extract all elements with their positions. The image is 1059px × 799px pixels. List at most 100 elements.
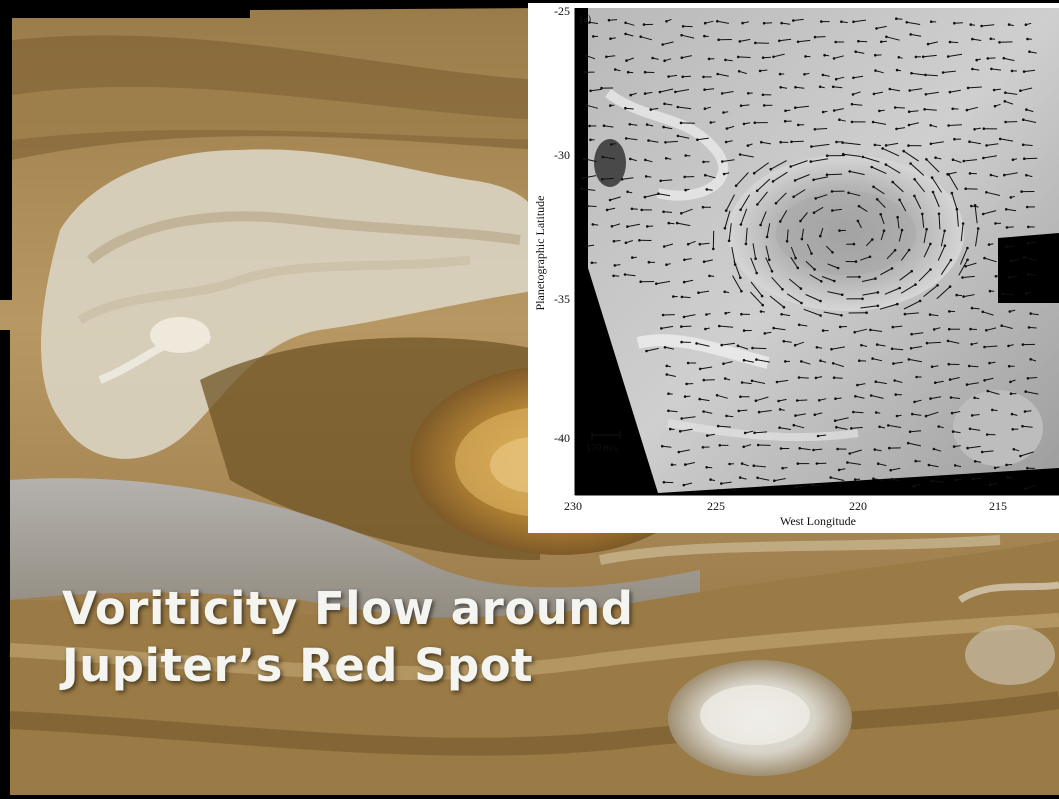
velocity-arrow xyxy=(880,230,885,241)
velocity-arrow xyxy=(771,276,783,290)
velocity-arrow xyxy=(752,347,767,350)
velocity-arrowhead xyxy=(625,59,628,62)
velocity-arrowhead xyxy=(794,414,797,417)
velocity-arrow xyxy=(742,382,752,385)
velocity-arrow xyxy=(589,21,598,24)
velocity-arrowhead xyxy=(588,21,591,24)
velocity-arrow xyxy=(1020,87,1033,92)
velocity-arrowhead xyxy=(966,246,969,250)
velocity-arrow xyxy=(646,347,659,352)
velocity-arrow xyxy=(606,207,616,211)
velocity-arrow xyxy=(848,192,861,197)
velocity-arrowhead xyxy=(909,162,912,165)
velocity-arrowhead xyxy=(1021,343,1025,346)
velocity-arrowhead xyxy=(856,383,859,387)
velocity-arrowhead xyxy=(835,425,838,429)
velocity-arrowhead xyxy=(740,462,744,465)
velocity-arrowhead xyxy=(771,180,775,183)
velocity-arrow xyxy=(602,177,614,180)
velocity-arrow xyxy=(940,259,952,275)
velocity-arrow xyxy=(925,411,939,417)
velocity-arrowhead xyxy=(890,477,894,481)
velocity-arrowhead xyxy=(651,56,654,60)
velocity-arrowhead xyxy=(811,483,814,487)
velocity-arrowhead xyxy=(1008,310,1012,313)
velocity-arrow xyxy=(904,312,919,315)
velocity-arrowhead xyxy=(630,207,634,211)
velocity-arrow xyxy=(779,38,792,42)
velocity-arrowhead xyxy=(924,93,928,96)
velocity-arrowhead xyxy=(834,40,837,44)
velocity-arrowhead xyxy=(894,393,897,396)
velocity-arrowhead xyxy=(747,92,750,95)
velocity-arrowhead xyxy=(667,409,670,413)
velocity-arrow xyxy=(810,158,829,163)
velocity-arrowhead xyxy=(723,377,727,380)
velocity-arrowhead xyxy=(962,295,965,298)
velocity-arrowhead xyxy=(728,462,731,466)
velocity-arrowhead xyxy=(644,175,648,178)
velocity-arrow xyxy=(680,428,693,432)
velocity-arrowhead xyxy=(1009,196,1013,199)
velocity-arrow xyxy=(681,325,692,328)
x-tick-label: 230 xyxy=(564,499,582,513)
velocity-arrowhead xyxy=(1029,312,1032,315)
velocity-arrow xyxy=(872,358,883,362)
velocity-arrowhead xyxy=(789,165,792,168)
velocity-arrowhead xyxy=(655,282,658,286)
velocity-arrowhead xyxy=(893,106,897,109)
velocity-arrow xyxy=(910,163,925,176)
velocity-arrowhead xyxy=(1004,91,1007,94)
velocity-arrowhead xyxy=(704,327,707,331)
velocity-arrowhead xyxy=(588,124,591,128)
velocity-arrowhead xyxy=(754,399,758,403)
velocity-arrow xyxy=(803,308,821,316)
velocity-arrowhead xyxy=(891,180,894,184)
velocity-arrow xyxy=(724,210,731,229)
velocity-arrowhead xyxy=(918,299,922,303)
velocity-arrow xyxy=(836,426,848,430)
velocity-arrowhead xyxy=(953,464,957,467)
velocity-arrow xyxy=(813,206,824,214)
velocity-arrow xyxy=(861,278,876,282)
velocity-arrow xyxy=(855,51,865,54)
velocity-arrow xyxy=(795,341,805,346)
velocity-arrowhead xyxy=(966,86,970,90)
velocity-arrowhead xyxy=(925,341,929,345)
velocity-arrowhead xyxy=(680,325,683,328)
velocity-arrow xyxy=(783,340,792,343)
velocity-arrow xyxy=(831,346,845,350)
velocity-arrowhead xyxy=(741,21,744,25)
velocity-arrowhead xyxy=(780,313,783,316)
velocity-arrowhead xyxy=(819,299,822,303)
velocity-arrow xyxy=(799,447,811,451)
velocity-arrowhead xyxy=(830,347,833,351)
velocity-arrowhead xyxy=(702,75,705,79)
slide-title: Voriticity Flow around Jupiter’s Red Spo… xyxy=(62,580,762,694)
velocity-arrowhead xyxy=(910,269,913,273)
velocity-arrow xyxy=(983,155,997,159)
velocity-arrow xyxy=(950,397,961,399)
velocity-arrow xyxy=(927,41,939,45)
velocity-arrow xyxy=(740,208,748,225)
velocity-arrowhead xyxy=(721,160,724,163)
velocity-arrowhead xyxy=(589,138,592,142)
velocity-arrowhead xyxy=(647,139,650,142)
velocity-arrowhead xyxy=(736,344,740,348)
velocity-arrowhead xyxy=(860,343,863,347)
velocity-arrowhead xyxy=(812,448,815,452)
velocity-arrowhead xyxy=(624,21,627,25)
velocity-arrowhead xyxy=(794,485,798,489)
velocity-arrow xyxy=(815,194,828,199)
velocity-arrow xyxy=(663,211,673,213)
velocity-arrowhead xyxy=(608,198,612,202)
velocity-arrowhead xyxy=(1007,276,1011,279)
velocity-arrow xyxy=(885,164,901,174)
velocity-arrowhead xyxy=(740,289,743,293)
velocity-arrowhead xyxy=(681,25,685,28)
velocity-arrowhead xyxy=(667,392,670,396)
velocity-arrowhead xyxy=(857,39,860,43)
title-line-1: Voriticity Flow around xyxy=(62,582,634,635)
velocity-arrowhead xyxy=(784,109,787,113)
velocity-arrowhead xyxy=(657,192,660,195)
